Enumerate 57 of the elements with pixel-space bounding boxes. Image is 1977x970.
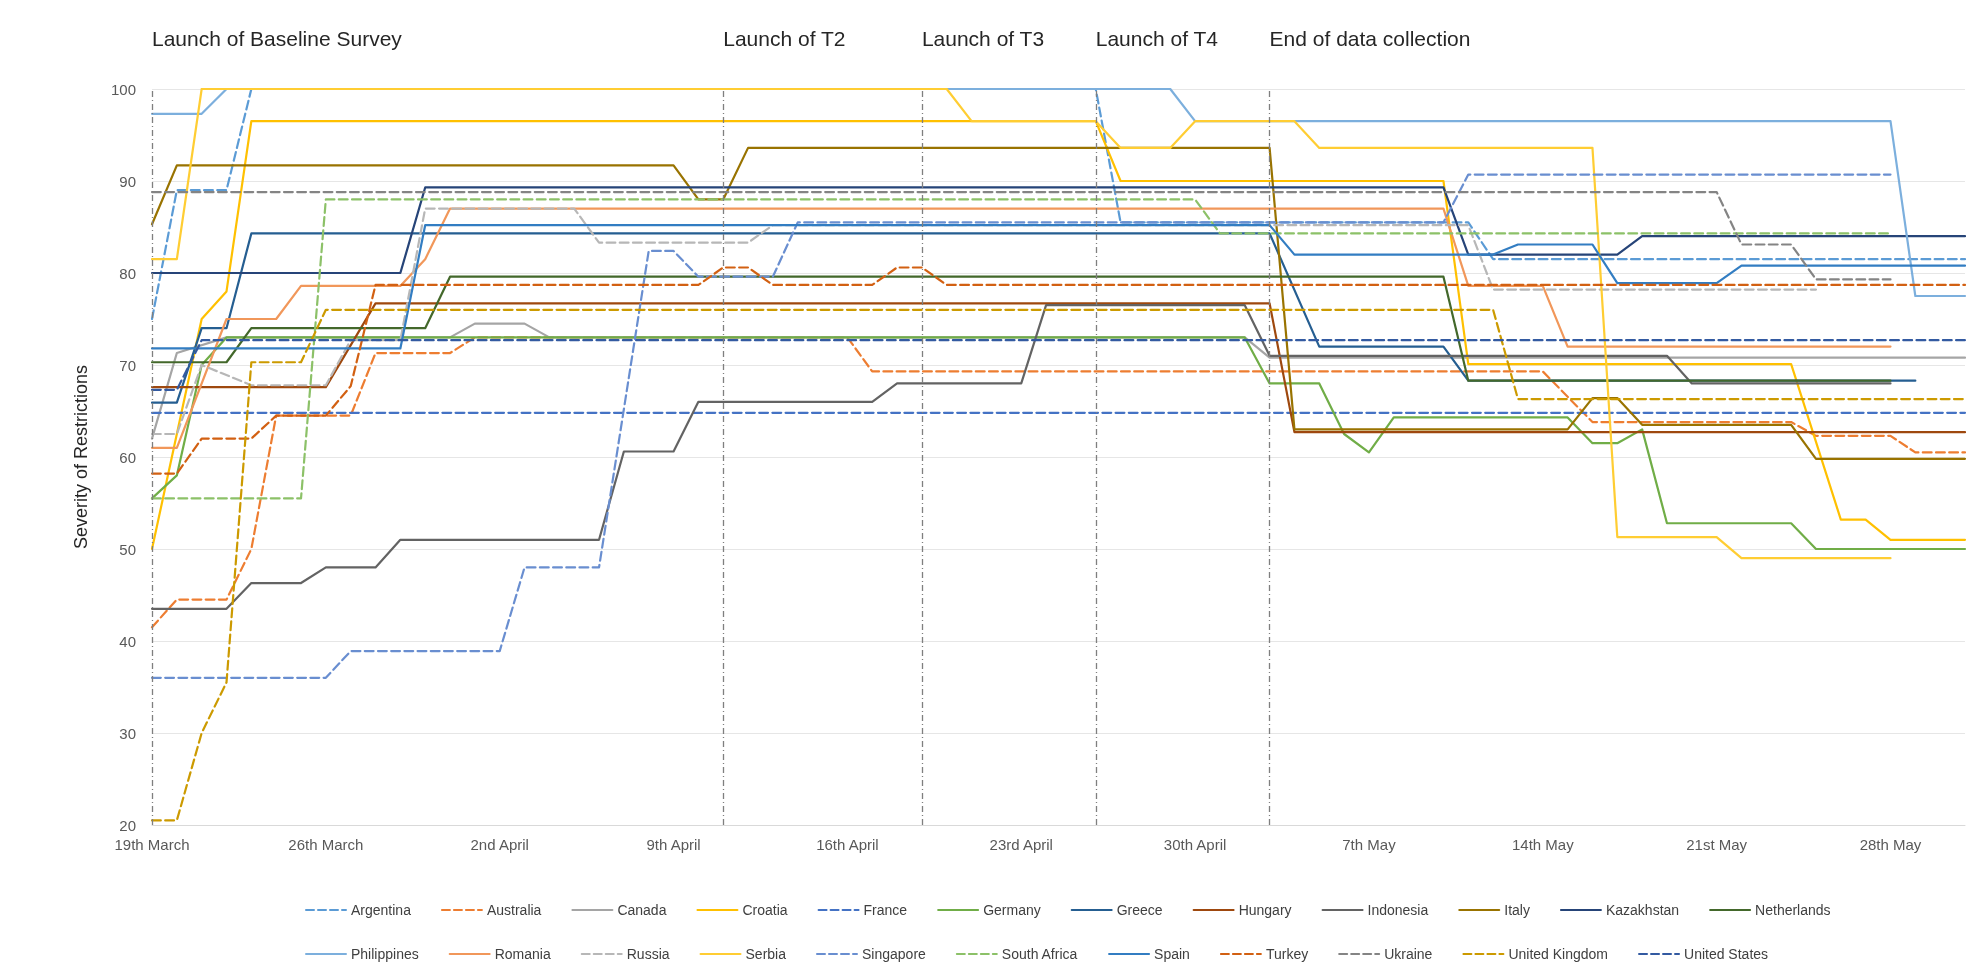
legend-label: South Africa — [1001, 946, 1078, 962]
y-tick-label: 20 — [119, 816, 136, 834]
y-tick-label: 70 — [119, 356, 136, 374]
y-tick-label: 60 — [119, 448, 136, 466]
x-tick-label: 21st May — [1686, 836, 1748, 853]
legend-label: Singapore — [862, 946, 927, 962]
legend-label: Russia — [626, 946, 670, 962]
ref-line-label: Launch of T2 — [723, 27, 846, 50]
x-tick-label: 9th April — [646, 836, 701, 853]
ref-line-label: Launch of T3 — [921, 27, 1045, 50]
y-tick-label: 90 — [119, 172, 136, 190]
legend-label: Netherlands — [1755, 902, 1831, 918]
legend-label: Romania — [494, 946, 551, 962]
line-series — [150, 224, 1967, 350]
legend-label: Turkey — [1265, 946, 1309, 962]
x-tick-label: 14th May — [1511, 836, 1575, 853]
legend-label: Philippines — [351, 946, 419, 962]
legend-label: Hungary — [1238, 902, 1292, 918]
legend-label: Australia — [486, 902, 542, 918]
legend-label: United States — [1684, 946, 1769, 962]
y-tick-label: 40 — [119, 632, 136, 650]
line-series — [150, 304, 1892, 610]
y-axis-title: Severity of Restrictions — [71, 364, 91, 550]
legend-label: Italy — [1504, 902, 1530, 918]
line-series — [150, 146, 1967, 460]
legend-label: Indonesia — [1367, 902, 1429, 918]
ref-line-label: End of data collection — [1269, 27, 1471, 50]
x-tick-label: 7th May — [1342, 836, 1397, 853]
line-series — [150, 336, 1967, 551]
legend-label: Croatia — [742, 902, 788, 918]
legend-label: Germany — [983, 902, 1041, 918]
ref-line-label: Launch of Baseline Survey — [152, 27, 403, 50]
legend-label: Argentina — [351, 902, 412, 918]
x-tick-label: 16th April — [816, 836, 879, 853]
legend-label: Serbia — [745, 946, 787, 962]
y-tick-label: 100 — [110, 80, 136, 98]
x-tick-label: 30th April — [1163, 836, 1227, 853]
line-series — [150, 266, 1967, 475]
line-series — [150, 308, 1967, 822]
legend-label: France — [863, 902, 908, 918]
y-tick-label: 80 — [119, 264, 136, 282]
x-tick-label: 23rd April — [989, 836, 1053, 853]
x-tick-label: 2nd April — [470, 836, 529, 853]
x-tick-label: 28th May — [1859, 836, 1922, 853]
legend-label: Canada — [617, 902, 667, 918]
legend-label: Spain — [1154, 946, 1190, 962]
y-tick-label: 30 — [119, 724, 136, 742]
legend-label: Greece — [1116, 902, 1163, 918]
line-series — [150, 275, 1892, 382]
x-tick-label: 26th March — [288, 836, 364, 853]
x-tick-label: 19th March — [114, 836, 190, 853]
legend-label: United Kingdom — [1508, 946, 1609, 962]
legend-label: Kazakhstan — [1605, 902, 1680, 918]
ref-line-label: Launch of T4 — [1095, 27, 1219, 50]
y-tick-label: 50 — [119, 540, 136, 558]
legend-label: Ukraine — [1384, 946, 1433, 962]
line-series — [150, 173, 1892, 679]
